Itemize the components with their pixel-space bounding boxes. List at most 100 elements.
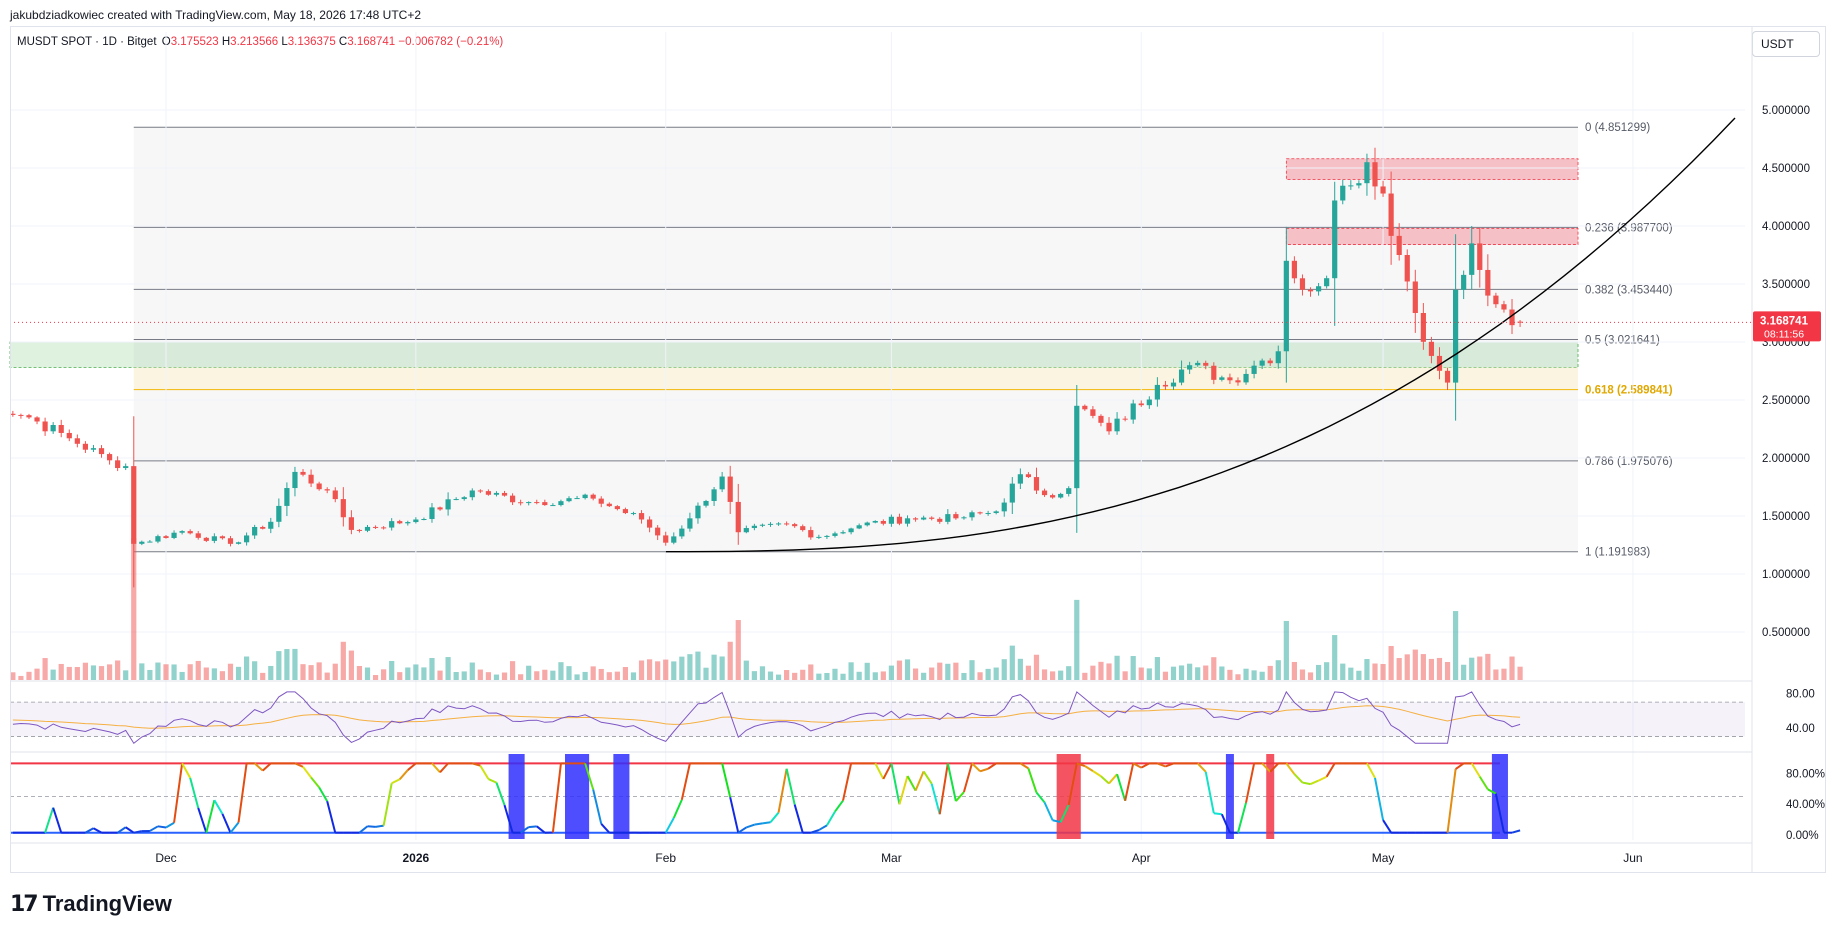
volume-bar	[1275, 660, 1281, 680]
candle-body	[800, 526, 806, 531]
volume-bar	[751, 671, 757, 680]
candle-body	[1428, 341, 1435, 356]
volume-bar	[1017, 658, 1023, 680]
candle-body	[1243, 373, 1249, 383]
volume-bar	[1259, 671, 1265, 680]
candle-body	[123, 466, 129, 469]
volume-bar	[542, 669, 548, 680]
candle-body	[1315, 286, 1322, 292]
parabolic-support-curve	[665, 117, 1736, 553]
candle-body	[413, 519, 419, 523]
candle-body	[630, 513, 637, 515]
volume-bar	[985, 668, 991, 680]
volume-bar	[1315, 664, 1322, 680]
candle-body	[66, 432, 72, 439]
candle-body	[542, 502, 548, 506]
candle-body	[767, 523, 774, 525]
osc-extreme-highlight	[1491, 754, 1508, 839]
volume-bar	[1477, 656, 1483, 680]
osc-line-segment	[536, 825, 546, 834]
osc-line-segment	[237, 763, 248, 823]
volume-bar	[1154, 657, 1160, 680]
candle-body	[1444, 370, 1451, 383]
candle-body	[348, 517, 354, 530]
candle-body	[1307, 289, 1314, 292]
candle-body	[276, 505, 282, 522]
osc-line-segment	[1035, 791, 1046, 804]
volume-bar	[727, 641, 733, 680]
volume-bar	[872, 672, 878, 680]
volume-bar	[582, 671, 588, 680]
volume-bar	[445, 657, 451, 680]
price-tick-label: 2.000000	[1762, 453, 1810, 465]
volume-bar	[1219, 666, 1225, 680]
osc-line-segment	[1092, 770, 1102, 778]
osc-line-segment	[495, 782, 506, 806]
fib-level-label: 0.618 (2.589841)	[1585, 385, 1673, 397]
resistance-zone-lower	[1285, 227, 1579, 245]
candle-body	[1050, 495, 1056, 498]
candle-body	[50, 425, 56, 432]
volume-bar	[90, 665, 97, 680]
volume-bar	[98, 666, 105, 680]
candle-body	[509, 495, 516, 503]
candle-body	[1227, 377, 1233, 381]
osc-line-segment	[181, 762, 192, 779]
volume-bar	[550, 670, 556, 680]
osc-line-segment	[1478, 776, 1489, 790]
osc-line-segment	[431, 762, 441, 774]
time-tick-label: Apr	[1132, 851, 1151, 865]
osc-line-segment	[810, 829, 820, 834]
volume-bar	[429, 658, 435, 680]
currency-unit-button[interactable]: USDT	[1752, 31, 1820, 57]
candle-body	[1453, 289, 1459, 383]
volume-bar	[195, 660, 201, 680]
candle-body	[1041, 490, 1048, 496]
candle-body	[1074, 405, 1080, 489]
volume-bar	[324, 672, 330, 680]
price-tick-label: 4.000000	[1762, 221, 1810, 233]
volume-bar	[381, 669, 387, 680]
volume-bar	[1082, 672, 1088, 680]
tradingview-brand[interactable]: 17 TradingView	[10, 891, 172, 917]
osc-line-segment	[1366, 762, 1376, 779]
candle-body	[1259, 360, 1265, 366]
volume-bar	[397, 672, 403, 680]
osc-line-segment	[584, 763, 595, 790]
candle-body	[848, 528, 854, 533]
symbol-title: MUSDT SPOT · 1D · Bitget	[17, 36, 157, 48]
volume-bar	[1178, 665, 1185, 680]
time-tick-label: 2026	[403, 851, 430, 865]
volume-bar	[437, 670, 443, 680]
support-zone	[9, 341, 1579, 368]
tradingview-logo-icon: 17	[10, 891, 39, 917]
volume-bar	[1227, 669, 1233, 680]
volume-bar	[1235, 674, 1241, 680]
volume-bar	[912, 668, 919, 680]
volume-bar	[534, 671, 540, 680]
attribution-text: jakubdziadkowiec created with TradingVie…	[10, 8, 422, 22]
osc-line-segment	[777, 768, 788, 813]
osc-line-segment	[1302, 781, 1311, 786]
bar-countdown-text: 08:11:56	[1764, 328, 1804, 340]
candle-body	[501, 492, 508, 496]
osc-line-segment	[117, 826, 127, 834]
candle-body	[1332, 200, 1338, 279]
osc-tick-label: 0.00%	[1786, 830, 1819, 842]
volume-bar	[937, 662, 943, 680]
osc-line-segment	[785, 768, 796, 805]
volume-bar	[268, 665, 274, 680]
candle-body	[1356, 183, 1362, 186]
volume-bar	[292, 648, 298, 680]
osc-line-segment	[173, 763, 184, 823]
osc-line-segment	[439, 762, 449, 774]
rsi-tick-label: 80.00	[1786, 689, 1815, 701]
osc-line-segment	[1285, 762, 1296, 775]
candle-body	[147, 541, 153, 543]
candle-body	[372, 526, 379, 528]
candle-body	[1283, 260, 1289, 352]
osc-line-segment	[971, 762, 981, 772]
volume-bar	[1453, 611, 1459, 680]
